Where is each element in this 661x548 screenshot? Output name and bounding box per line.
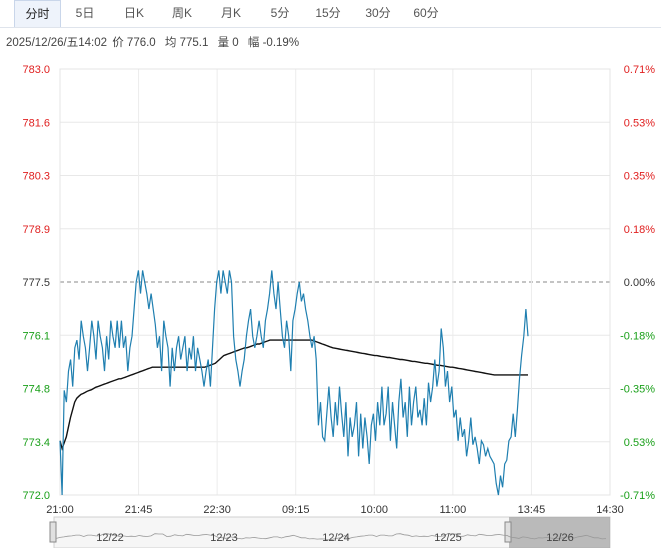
time-tick-label: 13:45 <box>518 504 546 516</box>
tab-5day[interactable]: 5日 <box>75 6 95 20</box>
tab-daily-k[interactable]: 日K <box>123 6 144 20</box>
navigator-selection[interactable] <box>509 517 610 548</box>
tab-weekly-k[interactable]: 周K <box>171 6 192 20</box>
navigator-date-label: 12/22 <box>96 532 124 544</box>
navigator-sparkline <box>55 533 607 541</box>
price-tick-label: 776.1 <box>22 330 50 342</box>
percent-tick-label: -0.18% <box>620 330 655 342</box>
time-tick-label: 14:30 <box>596 504 624 516</box>
percent-tick-label: -0.71% <box>620 490 655 502</box>
percent-tick-label: 0.53% <box>624 437 655 449</box>
quote-datetime: 2025/12/26/五14:02 <box>6 37 108 49</box>
time-tick-label: 09:15 <box>282 504 310 516</box>
navigator-date-label: 12/24 <box>322 532 350 544</box>
percent-tick-label: 0.53% <box>624 117 655 129</box>
percent-axis-labels: 0.71% 0.53% 0.35% 0.18% 0.00% -0.18% -0.35% 0.5… <box>620 64 655 502</box>
navigator-date-label: 12/25 <box>434 532 462 544</box>
price-tick-label: 783.0 <box>22 64 50 76</box>
percent-tick-label: -0.35% <box>620 384 655 396</box>
navigator-date-label: 12/23 <box>210 532 238 544</box>
time-tick-label: 10:00 <box>361 504 389 516</box>
price-tick-label: 774.8 <box>22 384 50 396</box>
percent-tick-label: 0.71% <box>624 64 655 76</box>
tab-30min[interactable]: 30分 <box>365 6 391 20</box>
price-tick-label: 773.4 <box>22 437 50 449</box>
quote-volume: 量 0 <box>217 37 239 49</box>
price-line <box>59 270 529 496</box>
tab-5min[interactable]: 5分 <box>270 6 290 20</box>
time-tick-label: 22:30 <box>203 504 231 516</box>
price-tick-label: 778.9 <box>22 224 50 236</box>
price-tick-label: 777.5 <box>22 277 50 289</box>
price-tick-label: 780.3 <box>22 171 50 183</box>
time-tick-label: 21:00 <box>46 504 74 516</box>
percent-tick-label: 0.18% <box>624 224 655 236</box>
percent-tick-label: 0.00% <box>624 277 655 289</box>
navigator-right-handle[interactable] <box>49 521 57 543</box>
average-price-line <box>59 339 528 451</box>
range-navigator[interactable]: 12/22 12/23 12/24 12/25 12/26 <box>49 516 611 548</box>
price-axis-labels: 783.0 781.6 780.3 778.9 777.5 776.1 774.8 773.4… <box>22 64 50 502</box>
price-tick-label: 781.6 <box>22 117 50 129</box>
time-tick-label: 11:00 <box>439 504 466 516</box>
quote-price: 价 776.0 <box>112 37 156 49</box>
tab-15min[interactable]: 15分 <box>315 6 341 20</box>
tab-monthly-k[interactable]: 月K <box>220 6 241 20</box>
time-tick-label: 21:45 <box>125 504 153 516</box>
percent-tick-label: 0.35% <box>624 171 655 183</box>
tab-intraday[interactable]: 分时 <box>14 0 61 27</box>
tab-60min[interactable]: 60分 <box>413 6 439 20</box>
navigator-date-label: 12/26 <box>546 532 574 544</box>
quote-info-bar: 2025/12/26/五14:02 价 776.0 均 775.1 量 0 幅 … <box>6 34 305 50</box>
time-axis-labels: 21:00 21:45 22:30 09:15 10:00 11:00 13:45 14:30 <box>46 504 624 516</box>
navigator-left-handle[interactable] <box>504 521 512 543</box>
quote-change: 幅 -0.19% <box>247 37 300 49</box>
price-tick-label: 772.0 <box>22 490 50 502</box>
quote-average: 均 775.1 <box>164 37 209 49</box>
period-tabs: 分时 5日 日K 周K 月K 5分 15分 30分 60分 <box>0 0 661 28</box>
chart-grid <box>59 68 611 496</box>
